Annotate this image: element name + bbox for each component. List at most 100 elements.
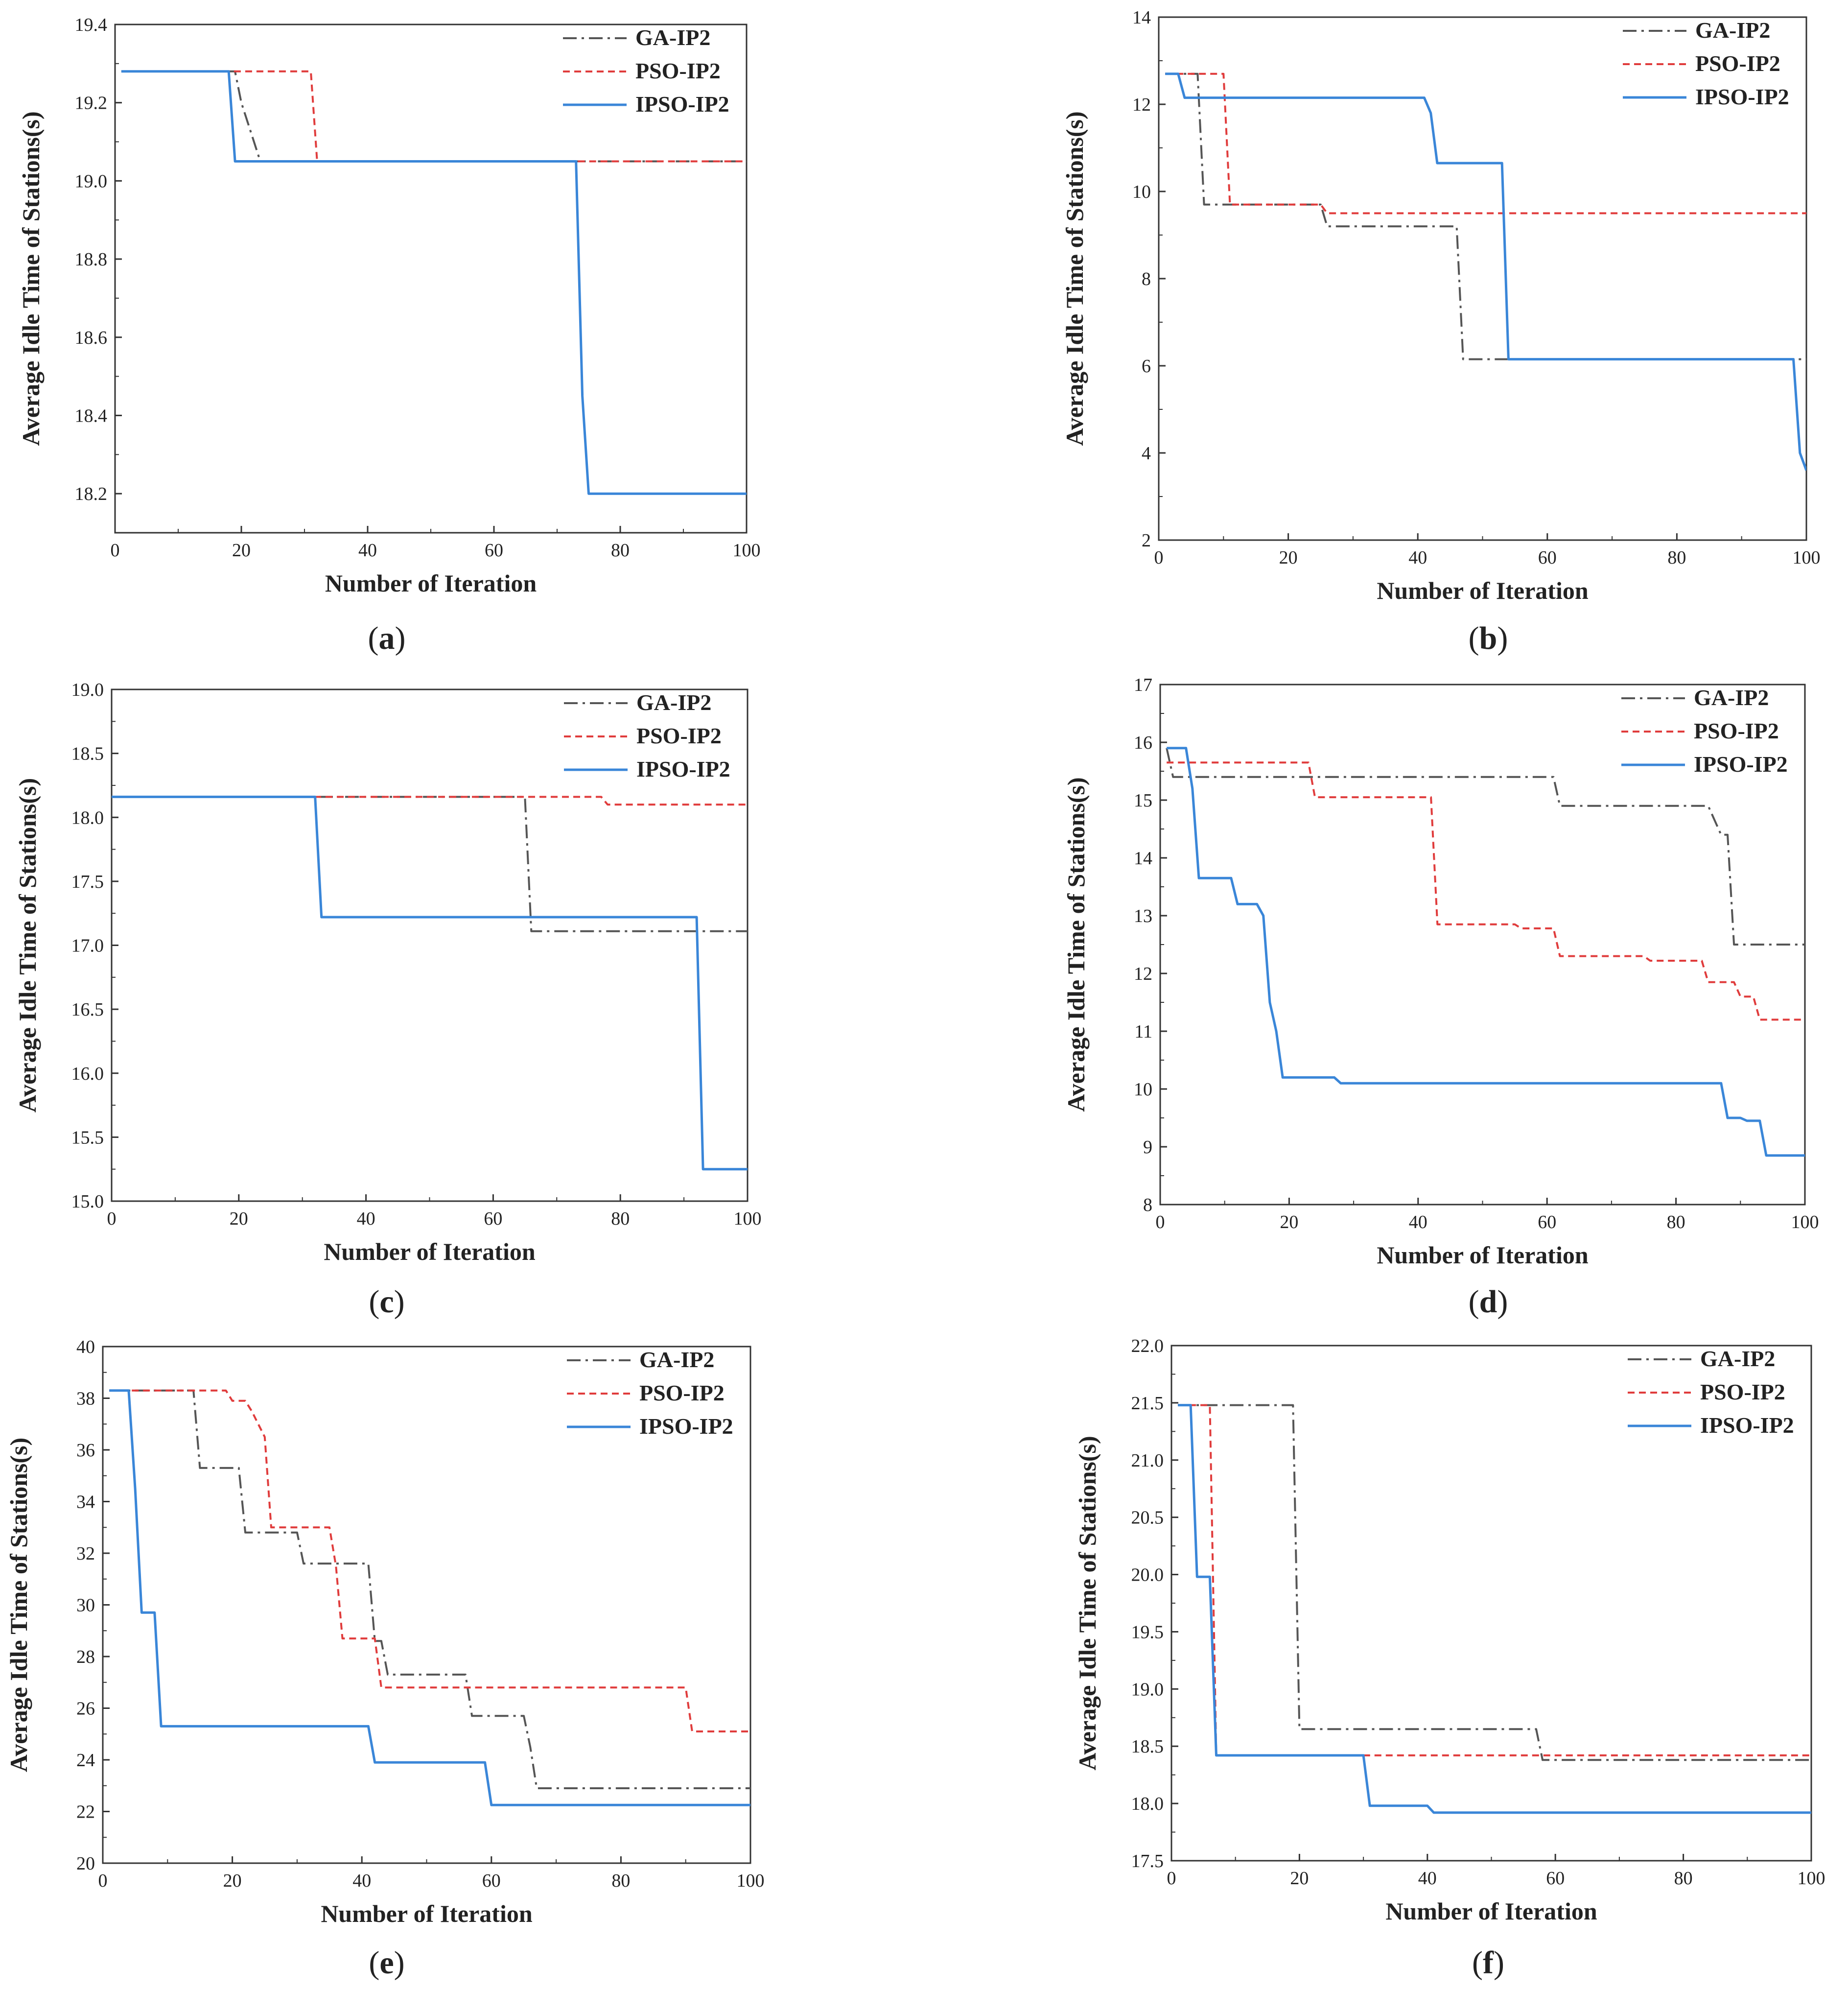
y-tick-label: 19.0 (1131, 1679, 1164, 1700)
y-tick-label: 12 (1132, 95, 1151, 115)
panel-caption: (d) (1469, 1284, 1508, 1320)
legend-label: PSO-IP2 (639, 1380, 725, 1405)
y-tick-label: 9 (1143, 1137, 1152, 1158)
legend-label: PSO-IP2 (1695, 51, 1780, 76)
x-tick-label: 60 (485, 540, 503, 561)
y-tick-label: 8 (1142, 269, 1151, 289)
x-tick-label: 0 (1156, 1212, 1165, 1232)
x-tick-label: 80 (1667, 1212, 1685, 1232)
series-line-ga-ip2 (1178, 1404, 1811, 1761)
x-tick-label: 80 (1674, 1868, 1693, 1889)
panel-caption-letter: b (1479, 620, 1497, 656)
y-tick-label: 19.0 (75, 171, 108, 191)
legend-label: GA-IP2 (636, 690, 711, 715)
y-tick-label: 20.0 (1131, 1565, 1164, 1586)
y-tick-label: 18.5 (1131, 1736, 1164, 1757)
x-tick-label: 40 (358, 540, 377, 561)
y-tick-label: 18.6 (75, 328, 108, 348)
y-tick-label: 18.0 (71, 807, 104, 828)
x-tick-label: 60 (1538, 547, 1557, 568)
x-tick-label: 60 (484, 1208, 502, 1229)
x-tick-label: 0 (1154, 547, 1164, 568)
y-tick-label: 15.5 (71, 1127, 104, 1148)
x-axis-title: Number of Iteration (1377, 1241, 1589, 1269)
panel-caption-letter: a (379, 620, 395, 656)
x-tick-label: 20 (230, 1208, 248, 1229)
legend-label: IPSO-IP2 (1700, 1413, 1794, 1438)
chart-panel-d: 0 20 40 60 80 100 8 9 10 11 12 13 14 15 16 17 Number of … (1062, 675, 1819, 1320)
panel-caption-letter: c (379, 1284, 394, 1320)
y-tick-label: 16.0 (71, 1064, 104, 1084)
legend-label: IPSO-IP2 (639, 1414, 733, 1439)
x-tick-label: 60 (482, 1871, 501, 1891)
series-line-ipso-ip2 (1178, 1404, 1811, 1814)
series-line-pso-ip2 (109, 1389, 750, 1732)
x-tick-label: 60 (1538, 1212, 1556, 1232)
legend-label: GA-IP2 (635, 25, 710, 50)
y-tick-label: 10 (1134, 1079, 1152, 1100)
y-tick-label: 34 (76, 1492, 95, 1513)
x-tick-label: 0 (98, 1871, 108, 1891)
y-tick-label: 2 (1142, 530, 1151, 551)
panel-caption-letter: e (379, 1945, 394, 1981)
y-tick-label: 19.2 (75, 93, 108, 114)
legend-label: GA-IP2 (639, 1347, 714, 1372)
x-tick-label: 80 (611, 540, 630, 561)
series-line-ipso-ip2 (109, 1389, 750, 1806)
x-tick-label: 40 (352, 1871, 371, 1891)
y-tick-label: 17.5 (1131, 1851, 1164, 1871)
series-line-pso-ip2 (1178, 1404, 1811, 1756)
x-tick-label: 80 (1667, 547, 1686, 568)
y-tick-label: 20.5 (1131, 1508, 1164, 1528)
series-line-ipso-ip2 (121, 70, 747, 495)
y-tick-label: 14 (1134, 848, 1152, 869)
y-tick-label: 28 (76, 1647, 95, 1667)
y-tick-label: 20 (76, 1853, 95, 1874)
y-tick-label: 38 (76, 1389, 95, 1409)
y-tick-label: 11 (1134, 1021, 1152, 1042)
legend-label: IPSO-IP2 (1695, 84, 1789, 109)
legend-label: IPSO-IP2 (636, 757, 730, 782)
panel-caption-letter: f (1483, 1945, 1494, 1981)
legend-label: PSO-IP2 (1700, 1379, 1785, 1404)
y-axis-title: Average Idle Time of Stations(s) (17, 111, 45, 446)
chart-panel-e: 0 20 40 60 80 1002022242628303234363840Number… (5, 1337, 765, 1981)
y-axis-title: Average Idle Time of Stations(s) (1062, 777, 1090, 1112)
y-tick-label: 15.0 (71, 1191, 104, 1212)
y-tick-label: 24 (76, 1750, 95, 1771)
x-axis-title: Number of Iteration (321, 1900, 533, 1927)
y-tick-label: 22.0 (1131, 1336, 1164, 1356)
x-tick-label: 100 (737, 1871, 765, 1891)
x-tick-label: 20 (1290, 1868, 1309, 1889)
series-line-ipso-ip2 (112, 795, 748, 1171)
x-tick-label: 80 (611, 1208, 630, 1229)
legend-label: PSO-IP2 (636, 723, 722, 748)
x-tick-label: 100 (1791, 1212, 1819, 1232)
x-tick-label: 80 (611, 1871, 630, 1891)
legend-label: IPSO-IP2 (635, 92, 729, 117)
y-tick-label: 32 (76, 1543, 95, 1564)
x-tick-label: 40 (1409, 1212, 1427, 1232)
panel-caption-letter: d (1479, 1284, 1497, 1320)
x-tick-label: 100 (733, 540, 761, 561)
y-tick-label: 22 (76, 1802, 95, 1823)
x-axis-title: Number of Iteration (1377, 577, 1589, 604)
y-tick-label: 36 (76, 1440, 95, 1461)
x-axis-title: Number of Iteration (324, 1238, 536, 1265)
y-tick-label: 13 (1134, 906, 1152, 926)
series-line-ga-ip2 (112, 796, 748, 932)
y-tick-label: 19.4 (75, 15, 108, 35)
legend-label: GA-IP2 (1695, 18, 1770, 43)
x-tick-label: 40 (357, 1208, 375, 1229)
panel-caption: (e) (369, 1945, 404, 1981)
y-tick-label: 14 (1132, 7, 1151, 28)
x-tick-label: 100 (1798, 1868, 1825, 1889)
y-tick-label: 4 (1142, 443, 1151, 464)
legend-label: PSO-IP2 (1694, 718, 1779, 743)
y-tick-label: 18.0 (1131, 1794, 1164, 1814)
panel-caption: (b) (1469, 620, 1508, 656)
series-line-pso-ip2 (1165, 72, 1806, 214)
x-tick-label: 100 (734, 1208, 762, 1229)
chart-panel-c: 0 20 40 60 80 100 15.0 15.5 16.0 16.5 17.0 17.5 18.0… (14, 680, 762, 1320)
x-axis-title: Number of Iteration (325, 569, 537, 597)
